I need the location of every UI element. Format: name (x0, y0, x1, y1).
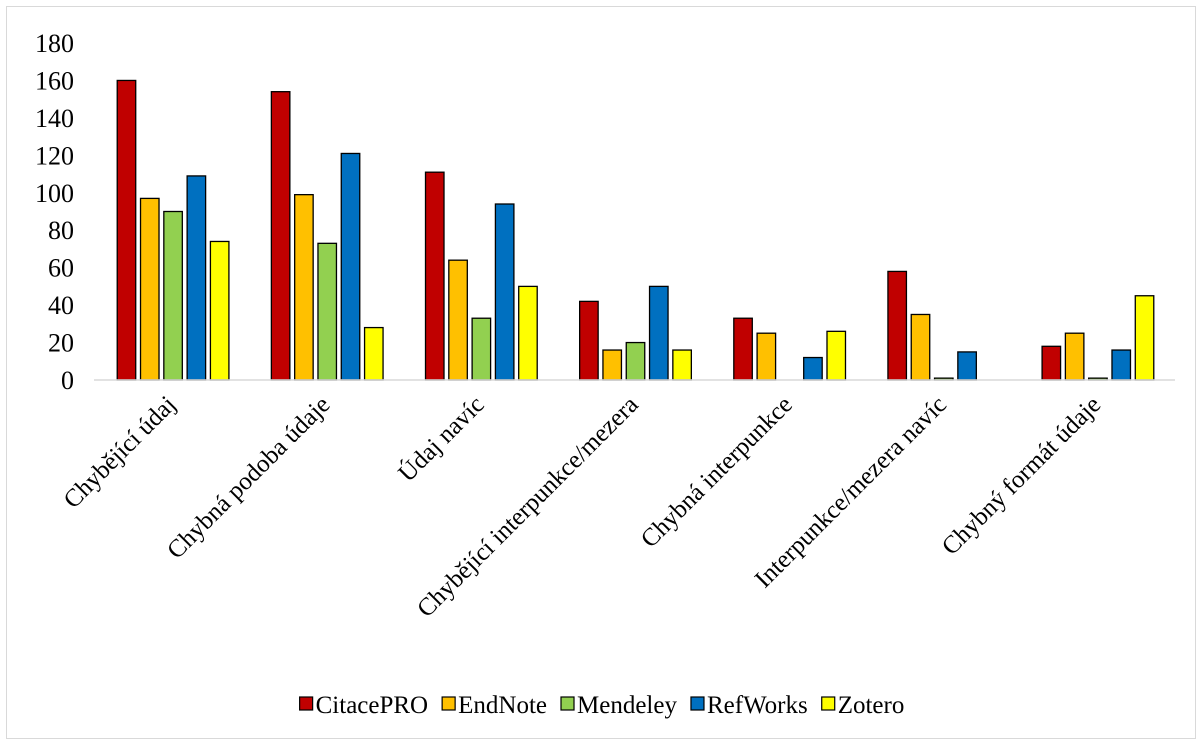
legend-swatch-endnote (441, 696, 456, 711)
bar-citacepro-5 (887, 270, 908, 381)
legend-label-mendeley: Mendeley (577, 692, 677, 719)
bar-citacepro-1 (270, 91, 291, 381)
legend-swatch-citacepro (299, 696, 314, 711)
bar-endnote-1 (294, 193, 314, 381)
bar-refworks-2 (494, 203, 515, 381)
y-tick-label: 180 (35, 29, 74, 58)
legend-label-zotero: Zotero (838, 692, 905, 719)
bar-endnote-0 (139, 197, 160, 381)
bar-zotero-2 (518, 285, 538, 381)
bar-mendeley-1 (317, 242, 338, 381)
bar-mendeley-3 (625, 341, 646, 381)
x-category-label: Chybějící údaj (59, 391, 182, 514)
bar-refworks-1 (340, 152, 361, 381)
y-tick-label: 120 (35, 141, 74, 170)
bar-zotero-1 (363, 326, 384, 381)
bar-zotero-6 (1134, 295, 1155, 381)
y-tick-label: 160 (35, 66, 74, 95)
legend-label-citacepro: CitacePRO (316, 692, 429, 719)
bar-refworks-0 (186, 175, 207, 381)
legend-swatch-mendeley (560, 696, 575, 711)
bar-citacepro-3 (579, 300, 599, 381)
y-tick-label: 0 (61, 366, 74, 395)
bar-refworks-4 (803, 356, 823, 381)
legend-label-endnote: EndNote (458, 692, 547, 719)
bar-citacepro-2 (424, 171, 445, 381)
x-category-label: Údaj navíc (393, 390, 490, 487)
x-category-label: Chybná interpunkce (636, 391, 798, 553)
bar-zotero-4 (826, 330, 847, 381)
bar-endnote-2 (448, 259, 468, 381)
x-category-label: Chybný formát údaje (937, 391, 1106, 560)
bar-endnote-4 (756, 332, 777, 381)
bar-refworks-3 (648, 285, 669, 381)
y-tick-label: 140 (35, 104, 74, 133)
bar-zotero-3 (672, 349, 692, 381)
bar-mendeley-0 (163, 210, 183, 381)
legend: CitacePRO EndNote Mendeley RefWorks Zotero (299, 692, 905, 719)
bar-citacepro-4 (733, 317, 753, 381)
bar-citacepro-0 (116, 79, 137, 381)
bars (116, 79, 1155, 381)
legend-swatch-refworks (690, 696, 705, 711)
y-tick-label: 60 (48, 254, 74, 283)
bar-refworks-6 (1111, 349, 1132, 381)
y-axis: 0 20 40 60 80 100 120 140 160 180 (35, 29, 74, 395)
x-category-label: Chybná podoba údaje (162, 391, 335, 564)
bar-endnote-6 (1064, 332, 1085, 381)
bar-citacepro-6 (1041, 345, 1062, 381)
bar-mendeley-2 (471, 317, 492, 381)
legend-swatch-zotero (821, 696, 836, 711)
y-tick-label: 40 (48, 291, 74, 320)
legend-label-refworks: RefWorks (707, 692, 808, 719)
y-tick-label: 80 (48, 216, 74, 245)
bar-refworks-5 (957, 351, 977, 381)
bar-zotero-0 (209, 240, 230, 381)
y-tick-label: 100 (35, 179, 74, 208)
bar-endnote-5 (910, 313, 931, 381)
bar-endnote-3 (602, 349, 623, 381)
y-tick-label: 20 (48, 329, 74, 358)
